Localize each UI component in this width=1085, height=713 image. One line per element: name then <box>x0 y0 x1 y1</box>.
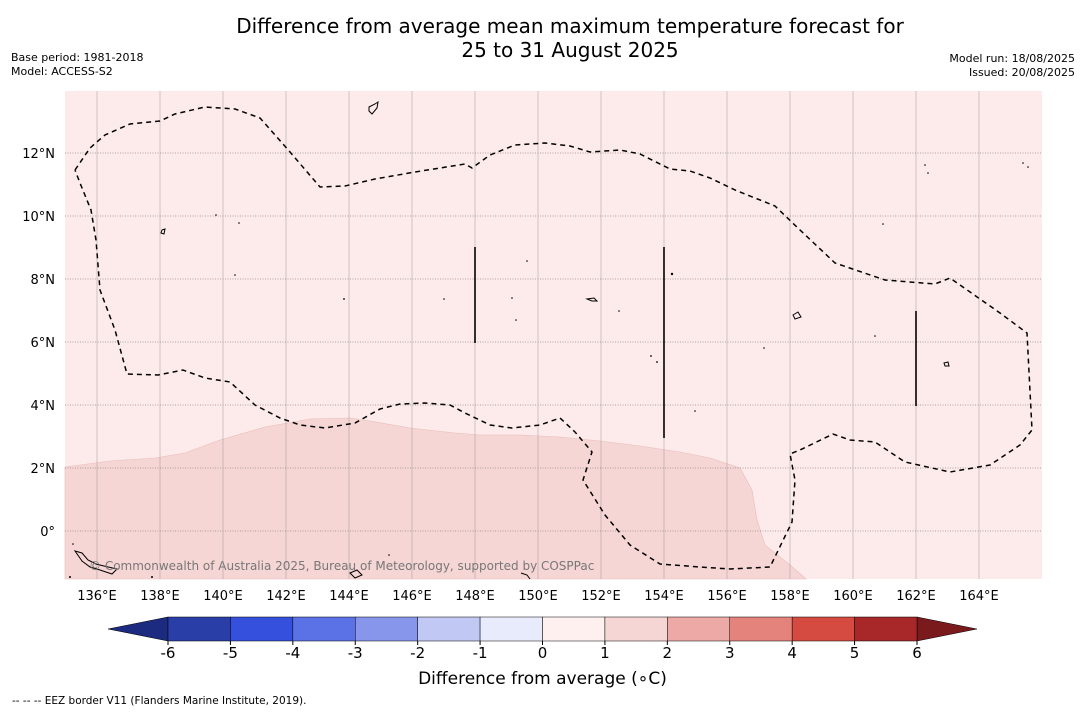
lat-tick-10n: 10°N <box>22 210 55 225</box>
lat-tick-8n: 8°N <box>31 273 56 288</box>
lat-tick-0: 0° <box>40 525 55 540</box>
lon-tick-162: 162°E <box>896 589 936 604</box>
colorbar-tick-labels: -6 -5 -4 -3 -2 -1 0 1 2 3 4 5 6 <box>161 641 922 662</box>
islands <box>73 100 950 580</box>
colorbar: -6 -5 -4 -3 -2 -1 0 1 2 3 4 5 6 <box>107 616 978 662</box>
eez-footnote: -- -- -- EEZ border V11 (Flanders Marine… <box>12 695 307 707</box>
colorbar-label: Difference from average (∘C) <box>418 669 667 689</box>
longitude-gridlines <box>96 91 980 579</box>
lon-tick-158: 158°E <box>770 589 810 604</box>
lon-tick-156: 156°E <box>707 589 747 604</box>
colorbar-tick-label: 6 <box>912 644 922 662</box>
colorbar-tick-label: 4 <box>787 644 797 662</box>
colorbar-tick-label: 5 <box>850 644 860 662</box>
colorbar-swatch <box>729 616 793 642</box>
colorbar-swatch <box>542 616 606 642</box>
lon-tick-146: 146°E <box>392 589 432 604</box>
colorbar-swatch <box>292 616 356 642</box>
lat-tick-12n: 12°N <box>22 147 55 162</box>
colorbar-swatch <box>230 616 294 642</box>
meta-right: Model run: 18/08/2025 Issued: 20/08/2025 <box>949 52 1075 80</box>
lon-tick-136: 136°E <box>77 589 117 604</box>
meta-left: Base period: 1981-2018 Model: ACCESS-S2 <box>11 51 143 79</box>
title-line-2: 25 to 31 August 2025 <box>461 38 679 62</box>
colorbar-over-arrow <box>916 616 978 642</box>
latitude-tick-labels: 12°N 10°N 8°N 6°N 4°N 2°N 0° <box>22 147 55 540</box>
colorbar-tick-label: -1 <box>473 644 488 662</box>
title-line-1: Difference from average mean maximum tem… <box>236 14 904 38</box>
colorbar-tick-label: 0 <box>538 644 548 662</box>
lat-tick-2n: 2°N <box>31 462 56 477</box>
base-period: Base period: 1981-2018 <box>11 51 144 64</box>
colorbar-swatch <box>479 616 543 642</box>
colorbar-tick-label: -2 <box>410 644 425 662</box>
colorbar-swatch <box>167 616 231 642</box>
colorbar-tick-label: -6 <box>161 644 176 662</box>
boundary-segments <box>474 247 917 438</box>
colorbar-tick-label: 1 <box>600 644 610 662</box>
colorbar-swatch <box>791 616 855 642</box>
lon-tick-138: 138°E <box>140 589 180 604</box>
colorbar-tick-label: -4 <box>285 644 300 662</box>
colorbar-under-arrow <box>107 616 169 642</box>
anomaly-region-1-2 <box>64 417 807 580</box>
colorbar-tick-label: 2 <box>663 644 673 662</box>
colorbar-swatch <box>604 616 668 642</box>
lon-tick-154: 154°E <box>644 589 684 604</box>
colorbar-tick-label: -5 <box>223 644 238 662</box>
longitude-tick-labels: 136°E 138°E 140°E 142°E 144°E 146°E 148°… <box>77 589 999 604</box>
lon-tick-160: 160°E <box>833 589 873 604</box>
issued-date: Issued: 20/08/2025 <box>968 66 1075 79</box>
lat-tick-6n: 6°N <box>31 336 56 351</box>
latitude-gridlines <box>65 152 1042 532</box>
colorbar-swatch <box>854 616 918 642</box>
model-run: Model run: 18/08/2025 <box>949 52 1075 65</box>
lon-tick-152: 152°E <box>581 589 621 604</box>
lon-tick-140: 140°E <box>203 589 243 604</box>
lat-tick-4n: 4°N <box>31 399 56 414</box>
copyright-notice: © Commonwealth of Australia 2025, Bureau… <box>89 559 594 573</box>
lon-tick-142: 142°E <box>266 589 306 604</box>
lon-tick-144: 144°E <box>329 589 369 604</box>
colorbar-swatch <box>355 616 418 642</box>
lon-tick-164: 164°E <box>959 589 999 604</box>
colorbar-swatches <box>167 616 918 642</box>
colorbar-tick-label: 3 <box>725 644 735 662</box>
chart-title: Difference from average mean maximum tem… <box>170 14 970 62</box>
colorbar-tick-label: -3 <box>348 644 363 662</box>
colorbar-swatch <box>667 616 730 642</box>
colorbar-swatch <box>417 616 481 642</box>
small-islands <box>69 162 1029 578</box>
model-name: Model: ACCESS-S2 <box>11 65 113 78</box>
lon-tick-150: 150°E <box>518 589 558 604</box>
lon-tick-148: 148°E <box>455 589 495 604</box>
